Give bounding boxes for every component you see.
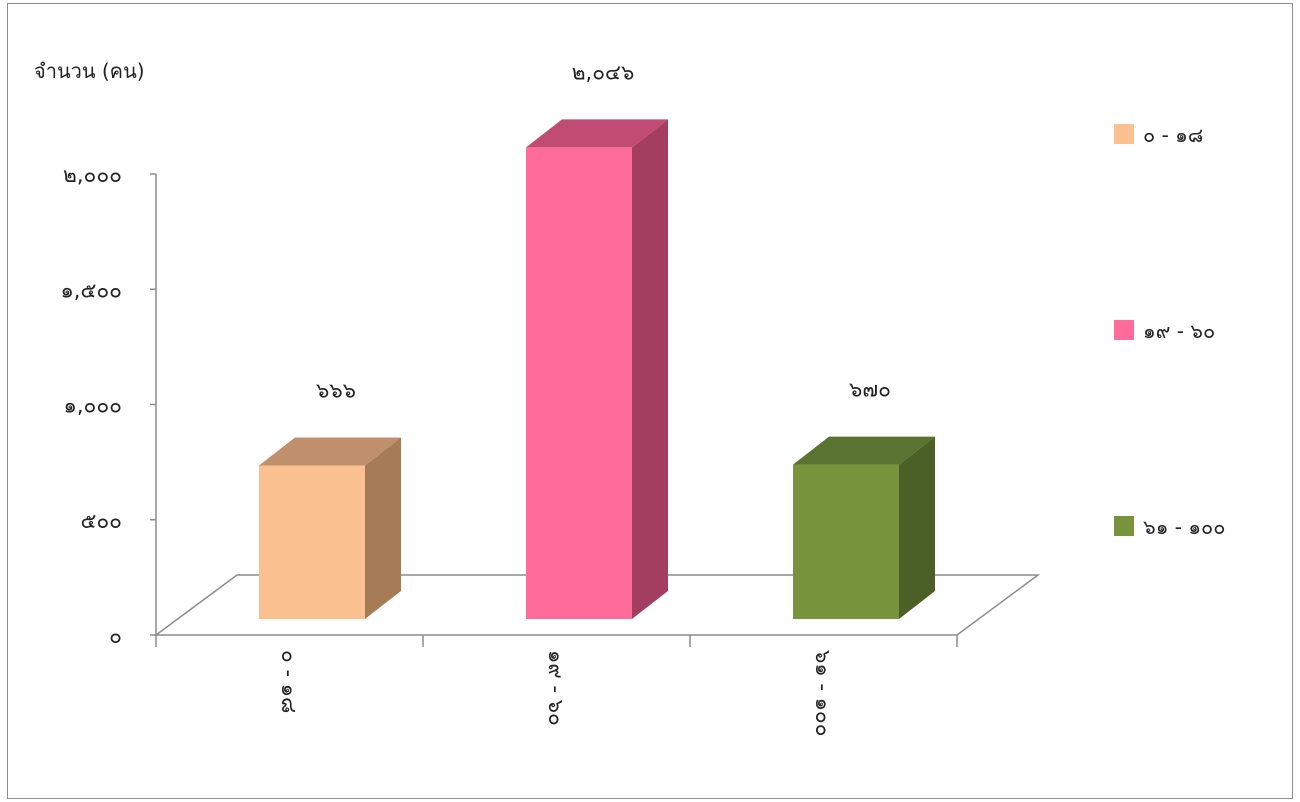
legend-swatch [1114,124,1134,144]
bar-top [793,436,935,465]
bar-1: ๖๖๖ [259,378,401,619]
x-axis-labels: ๐ - ๑๘ ๑๙ - ๖๐ ๖๑ - ๑๐๐ [277,650,835,737]
x-category-label: ๑๙ - ๖๐ [544,650,568,726]
y-tick-label: ๑,๕๐๐ [60,278,122,302]
data-label: ๖๖๖ [316,378,356,402]
bar-top [259,437,401,466]
legend-label: ๑๙ - ๖๐ [1143,319,1215,343]
legend-item-2: ๑๙ - ๖๐ [1114,319,1215,343]
bar-front [259,465,365,619]
bar-top [526,119,668,148]
data-label: ๒,๐๔๖ [572,60,635,84]
x-category-label: ๐ - ๑๘ [277,650,301,713]
legend-swatch [1114,320,1134,340]
y-tick-label: ๑,๐๐๐ [64,394,122,418]
bar-side [365,437,401,619]
y-axis: ๐ ๕๐๐ ๑,๐๐๐ ๑,๕๐๐ ๒,๐๐๐ [60,163,958,648]
y-axis-label: จำนวน (คน) [34,59,145,83]
legend-item-3: ๖๑ - ๑๐๐ [1114,515,1225,539]
bar-front [793,464,899,619]
y-tick-label: ๒,๐๐๐ [63,163,122,187]
bar-front [526,147,632,619]
bar-side [899,436,935,619]
legend-label: ๖๑ - ๑๐๐ [1143,515,1225,539]
bar-2: ๒,๐๔๖ [526,60,668,619]
legend-swatch [1114,516,1134,536]
y-tick-label: ๕๐๐ [80,509,122,533]
legend-item-1: ๐ - ๑๘ [1114,123,1203,147]
legend-label: ๐ - ๑๘ [1143,123,1203,147]
y-tick-label: ๐ [109,624,122,648]
bar-side [632,119,668,619]
x-category-label: ๖๑ - ๑๐๐ [811,650,835,737]
data-label: ๖๗๐ [849,378,891,402]
bar-3: ๖๗๐ [793,378,935,619]
